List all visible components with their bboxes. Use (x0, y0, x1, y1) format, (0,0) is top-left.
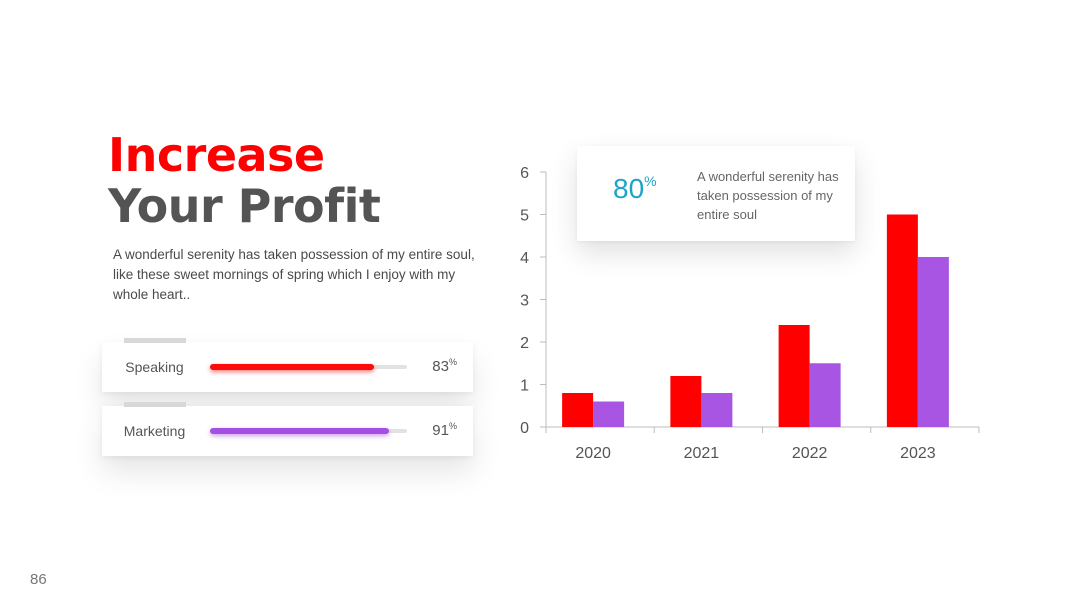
bar-2021-series-2 (701, 393, 733, 427)
stat-card: 80% A wonderful serenity has taken posse… (577, 146, 855, 241)
y-tick-label: 3 (520, 293, 529, 310)
skill-progress-track (210, 428, 407, 434)
skill-progress-track (210, 364, 407, 370)
skill-card-speaking: Speaking 83% (102, 338, 473, 392)
bar-2020-series-2 (593, 401, 625, 427)
x-tick-label: 2020 (575, 445, 611, 462)
skill-value-number: 83 (432, 358, 449, 375)
stat-value-unit: % (644, 173, 657, 189)
x-tick-label: 2023 (900, 445, 936, 462)
skill-value: 91% (432, 421, 457, 439)
skill-card-marketing: Marketing 91% (102, 402, 473, 456)
y-tick-label: 4 (520, 250, 529, 267)
page-number: 86 (30, 571, 47, 588)
stat-value: 80% (613, 173, 657, 205)
skill-progress-fill (210, 364, 374, 370)
bar-2022-series-2 (809, 363, 841, 427)
skill-value-unit: % (448, 357, 457, 367)
skill-value: 83% (432, 357, 457, 375)
y-tick-label: 2 (520, 335, 529, 352)
x-tick-label: 2021 (684, 445, 720, 462)
skill-tab (124, 338, 186, 343)
skill-progress-fill (210, 428, 390, 434)
stat-description: A wonderful serenity has taken possessio… (697, 169, 839, 222)
bar-2021-series-1 (670, 376, 702, 427)
x-tick-label: 2022 (792, 445, 828, 462)
skill-tab (124, 402, 186, 407)
skill-label: Marketing (123, 423, 186, 439)
stat-value-number: 80 (613, 173, 645, 204)
bar-2022-series-1 (778, 325, 810, 427)
y-tick-label: 0 (520, 420, 529, 437)
description-text: A wonderful serenity has taken possessio… (113, 247, 475, 302)
title-line-1: Increase (108, 128, 325, 182)
y-tick-label: 6 (520, 165, 529, 182)
bar-chart: 0 1 2 3 4 5 6 2020 2021 2022 2023 (520, 165, 980, 462)
y-tick-label: 5 (520, 208, 529, 225)
skill-value-unit: % (448, 421, 457, 431)
skill-label: Speaking (125, 359, 184, 375)
slide-title: Increase Your Profit (108, 128, 381, 233)
bar-2023-series-2 (917, 257, 949, 427)
y-tick-label: 1 (520, 378, 529, 395)
title-line-2: Your Profit (108, 179, 381, 233)
bar-2020-series-1 (562, 393, 594, 427)
bar-2023-series-1 (886, 214, 918, 427)
skill-value-number: 91 (432, 422, 449, 439)
